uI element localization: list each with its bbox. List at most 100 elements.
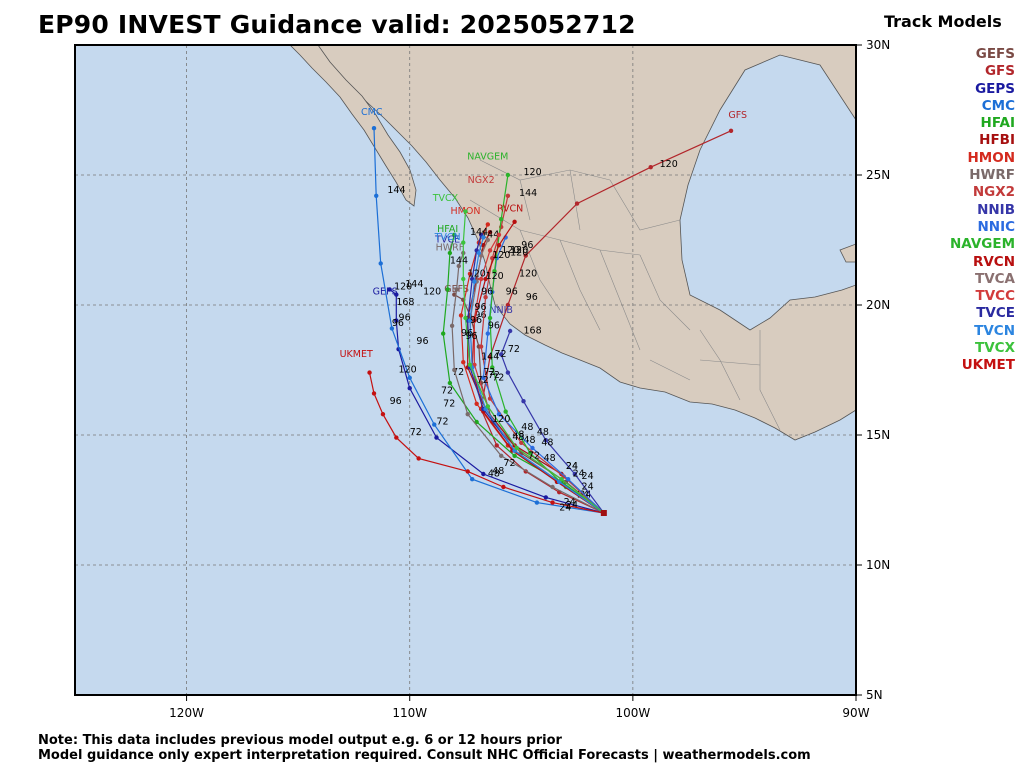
forecast-hour-label: 96 <box>481 287 493 298</box>
track-point <box>454 287 459 292</box>
track-point <box>521 399 526 404</box>
track-point <box>394 318 399 323</box>
disclaimer-line: Model guidance only expert interpretatio… <box>38 748 811 763</box>
track-nnib: NNIB 168 72 <box>489 305 605 514</box>
track-point <box>394 435 399 440</box>
track-point <box>461 360 466 365</box>
lat-tick-label: 15N <box>866 428 890 442</box>
lat-tick-label: 25N <box>866 168 890 182</box>
legend-item-gfs: GFS <box>984 63 1015 80</box>
track-point <box>389 326 395 331</box>
legend-item-navgem: NAVGEM <box>949 236 1015 253</box>
baja-california <box>289 45 417 207</box>
track-point <box>472 279 477 284</box>
forecast-hour-label: 72 <box>492 372 504 383</box>
state-border <box>519 229 561 311</box>
track-point <box>648 165 653 170</box>
forecast-hour-label: 72 <box>443 398 455 409</box>
forecast-hour-label: 72 <box>528 450 540 461</box>
forecast-hour-label: 24 <box>573 469 585 480</box>
lon-tick-label: 120W <box>169 706 204 720</box>
track-point <box>481 471 486 477</box>
forecast-hour-label: 168 <box>396 297 414 308</box>
track-point <box>481 235 486 240</box>
track-point <box>380 412 386 417</box>
track-point <box>487 354 493 360</box>
state-border <box>639 254 691 331</box>
forecast-hour-label: 144 <box>387 185 405 196</box>
forecast-hour-label: 144 <box>450 255 468 266</box>
track-point <box>519 440 524 445</box>
track-cmc: 24 96 144 CMC <box>361 107 604 514</box>
track-point <box>485 237 491 243</box>
forecast-hour-label: 48 <box>521 422 533 433</box>
legend-item-tvcx: TVCX <box>975 340 1015 357</box>
forecast-hour-label: 144 <box>519 188 537 199</box>
forecast-hour-label: 72 <box>477 375 489 386</box>
forecast-hour-label: 120 <box>394 281 412 292</box>
forecast-hour-label: 72 <box>452 367 464 378</box>
forecast-hour-label: 24 <box>559 502 571 513</box>
legend-item-ukmet: UKMET <box>961 357 1015 374</box>
track-point <box>559 477 564 482</box>
legend-item-hfai: HFAI <box>980 115 1015 132</box>
legend-item-hmon: HMON <box>967 149 1015 166</box>
forecast-hour-label: 72 <box>488 370 500 381</box>
track-point <box>367 370 372 375</box>
track-name-label: GFS <box>728 110 747 121</box>
track-name-label: CMC <box>361 107 383 118</box>
track-point <box>505 172 511 178</box>
chart-title: EP90 INVEST Guidance valid: 2025052712 <box>38 10 636 39</box>
track-point <box>478 344 484 349</box>
track-point <box>447 250 453 256</box>
forecast-hour-label: 96 <box>392 318 404 329</box>
track-point <box>523 253 528 258</box>
forecast-hour-label: 48 <box>488 469 500 480</box>
track-point <box>505 302 511 308</box>
track-ngx2: NGX2 144 <box>468 175 605 514</box>
legend-item-ngx2: NGX2 <box>972 184 1015 201</box>
track-point <box>485 404 491 409</box>
track-point <box>467 271 473 276</box>
forecast-hour-label: 120 <box>423 287 441 298</box>
forecast-hour-label: 120 <box>486 271 504 282</box>
track-point <box>487 248 493 253</box>
legend-item-tvcn: TVCN <box>974 322 1015 339</box>
track-point <box>449 323 455 328</box>
track-point <box>481 375 486 380</box>
state-border <box>519 179 531 221</box>
track-point <box>452 367 457 373</box>
track-point <box>494 443 499 448</box>
track-point <box>565 477 571 482</box>
forecast-hour-label: 120 <box>501 245 519 256</box>
forecast-hour-label: 96 <box>506 287 518 298</box>
forecast-hour-label: 120 <box>510 245 528 256</box>
track-point <box>469 477 475 482</box>
track-point <box>499 453 504 458</box>
track-point <box>490 365 495 370</box>
forecast-hour-label: 96 <box>466 331 478 342</box>
legend-item-cmc: CMC <box>981 97 1015 114</box>
forecast-hour-label: 72 <box>483 367 495 378</box>
forecast-hour-label: 48 <box>512 432 524 443</box>
forecast-hour-label: 96 <box>390 396 402 407</box>
cuba <box>839 243 856 263</box>
track-point <box>572 471 578 477</box>
track-point <box>407 375 412 380</box>
track-name-label: NGX2 <box>468 175 495 186</box>
track-name-label: NNIB <box>489 305 513 316</box>
track-point <box>416 456 421 461</box>
forecast-hour-label: 120 <box>524 167 542 178</box>
forecast-hour-label: 96 <box>521 240 533 251</box>
track-point <box>530 445 535 451</box>
legend-item-hfbi: HFBI <box>979 132 1015 149</box>
track-name-label: RVCN <box>497 203 523 214</box>
state-border <box>759 330 781 431</box>
track-point <box>496 243 502 248</box>
track-point <box>463 209 468 214</box>
legend-title: Track Models <box>884 12 1002 31</box>
track-point <box>487 230 493 235</box>
track-hwrf: HWRF <box>436 242 605 514</box>
